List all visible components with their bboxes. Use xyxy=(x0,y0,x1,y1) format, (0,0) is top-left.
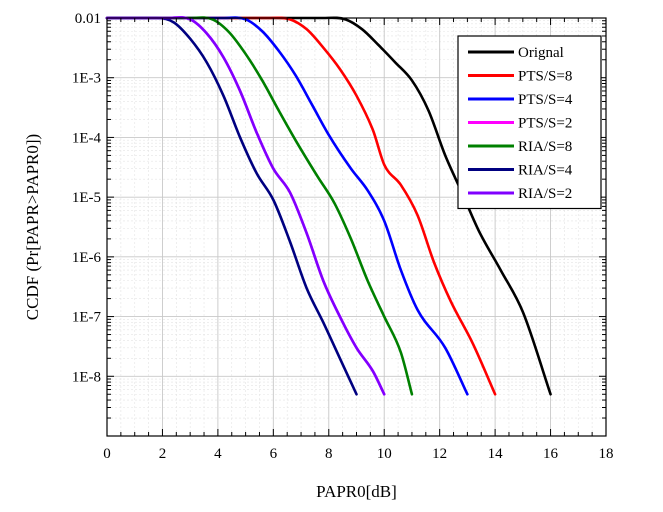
series-line-ria-s-8 xyxy=(105,16,414,396)
y-tick-label: 1E-7 xyxy=(72,310,102,326)
y-tick-label: 1E-6 xyxy=(72,250,102,266)
x-tick-label: 14 xyxy=(488,446,504,462)
x-tick-labels: 0 2 4 6 8 10 12 14 16 18 xyxy=(103,446,613,462)
legend-label-orignal: Orignal xyxy=(518,45,564,61)
x-tick-label: 4 xyxy=(214,446,222,462)
legend-label-ria-s-2: RIA/S=2 xyxy=(518,186,572,202)
legend-label-pts-s-2: PTS/S=2 xyxy=(518,116,572,132)
x-tick-label: 2 xyxy=(159,446,167,462)
series-line-ria-s-4 xyxy=(105,16,358,396)
y-tick-labels: 0.01 1E-3 1E-4 1E-5 1E-6 1E-7 1E-8 xyxy=(72,11,102,385)
x-tick-label: 0 xyxy=(103,446,111,462)
y-tick-label: 1E-5 xyxy=(72,190,101,206)
legend-label-pts-s-4: PTS/S=4 xyxy=(518,92,573,108)
y-axis-title: CCDF (Pr[PAPR>PAPR0]) xyxy=(23,134,42,320)
x-tick-label: 6 xyxy=(270,446,278,462)
y-tick-label: 1E-4 xyxy=(72,130,102,146)
series-line-pts-s-8 xyxy=(105,16,497,396)
x-tick-label: 12 xyxy=(432,446,447,462)
legend: Orignal PTS/S=8 PTS/S=4 PTS/S=2 RIA/S=8 RIA/S… xyxy=(457,35,602,210)
x-tick-label: 18 xyxy=(599,446,614,462)
tick-marks xyxy=(106,18,607,437)
minor-grid xyxy=(107,18,606,436)
x-tick-label: 8 xyxy=(325,446,333,462)
x-tick-label: 16 xyxy=(543,446,559,462)
x-tick-label: 10 xyxy=(377,446,392,462)
y-tick-label: 1E-8 xyxy=(72,369,101,385)
y-tick-label: 0.01 xyxy=(75,11,101,27)
series-line-ria-s-2 xyxy=(105,16,386,396)
legend-label-ria-s-8: RIA/S=8 xyxy=(518,139,572,155)
x-axis-title: PAPR0[dB] xyxy=(316,482,397,501)
legend-label-ria-s-4: RIA/S=4 xyxy=(518,163,573,179)
y-tick-label: 1E-3 xyxy=(72,71,101,87)
legend-label-pts-s-8: PTS/S=8 xyxy=(518,69,572,85)
